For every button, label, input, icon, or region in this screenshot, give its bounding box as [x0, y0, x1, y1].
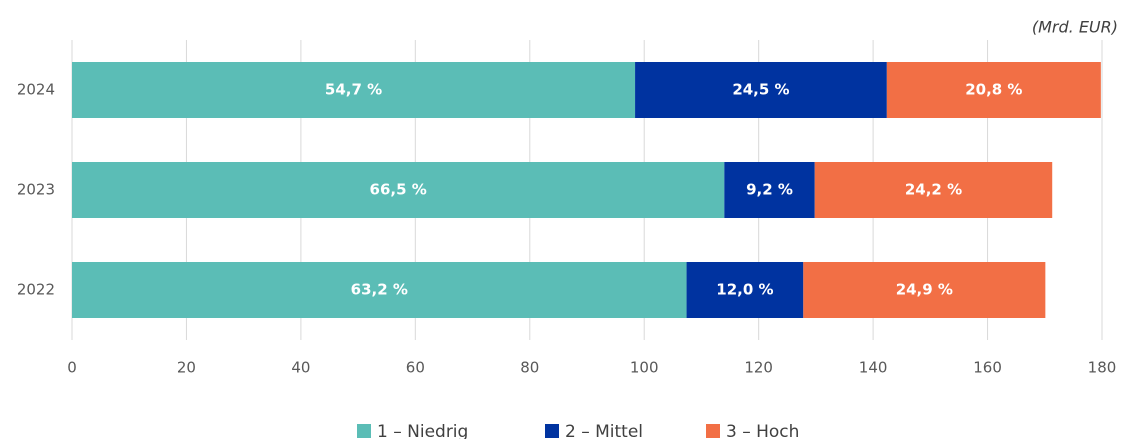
legend-label: 3 – Hoch: [726, 422, 799, 439]
segment-label: 9,2 %: [746, 181, 793, 199]
x-tick-label: 120: [744, 359, 773, 377]
segment-label: 63,2 %: [351, 281, 408, 299]
x-tick-label: 0: [67, 359, 77, 377]
legend-swatch: [357, 424, 371, 438]
segment-label: 12,0 %: [716, 281, 773, 299]
x-tick-label: 60: [406, 359, 425, 377]
bar-segment: [724, 162, 815, 218]
y-tick-label: 2023: [17, 181, 55, 199]
bar-segment: [803, 262, 1046, 318]
legend-label: 2 – Mittel: [565, 422, 643, 439]
x-tick-label: 40: [291, 359, 310, 377]
x-tick-label: 80: [520, 359, 539, 377]
segment-label: 24,2 %: [905, 181, 962, 199]
x-tick-label: 180: [1088, 359, 1117, 377]
bar-segment: [635, 62, 887, 118]
bar-segment: [814, 162, 1053, 218]
segment-label: 20,8 %: [965, 81, 1022, 99]
legend-label: 1 – Niedrig: [377, 422, 468, 439]
segment-label: 54,7 %: [325, 81, 382, 99]
segment-label: 66,5 %: [370, 181, 427, 199]
y-tick-label: 2022: [17, 281, 55, 299]
bar-segment: [72, 262, 687, 318]
y-tick-label: 2024: [17, 81, 55, 99]
bar-segment: [886, 62, 1101, 118]
x-tick-label: 160: [973, 359, 1002, 377]
bar-segment: [686, 262, 804, 318]
x-tick-label: 20: [177, 359, 196, 377]
segment-label: 24,9 %: [896, 281, 953, 299]
unit-label: (Mrd. EUR): [1032, 18, 1118, 37]
x-tick-label: 140: [859, 359, 888, 377]
legend-swatch: [545, 424, 559, 438]
bar-segment: [72, 62, 636, 118]
segment-label: 24,5 %: [732, 81, 789, 99]
x-tick-label: 100: [630, 359, 659, 377]
bar-segment: [72, 162, 725, 218]
legend-swatch: [706, 424, 720, 438]
